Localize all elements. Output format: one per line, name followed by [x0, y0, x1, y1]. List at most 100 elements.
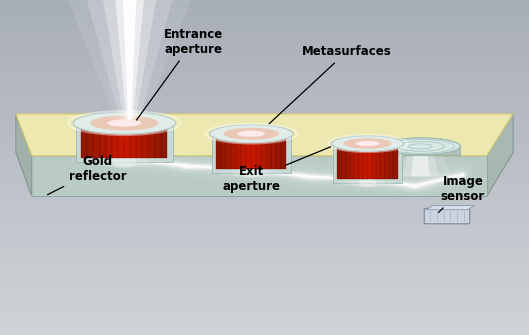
FancyBboxPatch shape: [124, 126, 131, 158]
Ellipse shape: [409, 186, 422, 189]
FancyBboxPatch shape: [354, 145, 359, 180]
FancyBboxPatch shape: [94, 126, 100, 158]
Polygon shape: [16, 114, 513, 156]
FancyBboxPatch shape: [236, 136, 242, 169]
FancyBboxPatch shape: [130, 126, 137, 158]
FancyBboxPatch shape: [256, 136, 261, 169]
FancyBboxPatch shape: [106, 126, 112, 158]
Ellipse shape: [413, 187, 418, 188]
Text: Gold
reflector: Gold reflector: [48, 155, 126, 195]
Polygon shape: [68, 0, 191, 120]
Ellipse shape: [220, 169, 283, 178]
FancyBboxPatch shape: [261, 136, 267, 169]
Polygon shape: [103, 0, 156, 120]
FancyBboxPatch shape: [226, 136, 232, 169]
Ellipse shape: [107, 119, 141, 127]
FancyBboxPatch shape: [266, 136, 271, 169]
FancyBboxPatch shape: [154, 126, 161, 158]
Ellipse shape: [384, 139, 457, 154]
Polygon shape: [487, 114, 513, 196]
Ellipse shape: [332, 136, 404, 151]
Ellipse shape: [209, 125, 293, 143]
FancyBboxPatch shape: [231, 136, 236, 169]
FancyBboxPatch shape: [372, 145, 377, 180]
FancyBboxPatch shape: [389, 145, 394, 180]
FancyBboxPatch shape: [346, 145, 351, 180]
FancyBboxPatch shape: [87, 126, 94, 158]
FancyBboxPatch shape: [149, 126, 155, 158]
FancyBboxPatch shape: [368, 145, 372, 180]
FancyBboxPatch shape: [251, 136, 257, 169]
Ellipse shape: [355, 141, 380, 146]
Ellipse shape: [381, 138, 460, 154]
Ellipse shape: [303, 177, 316, 180]
Ellipse shape: [389, 140, 452, 153]
FancyBboxPatch shape: [350, 145, 355, 180]
FancyBboxPatch shape: [136, 126, 143, 158]
FancyBboxPatch shape: [161, 126, 168, 158]
FancyBboxPatch shape: [81, 126, 88, 158]
FancyBboxPatch shape: [363, 145, 368, 180]
FancyBboxPatch shape: [112, 126, 118, 158]
Ellipse shape: [359, 179, 376, 187]
Ellipse shape: [85, 156, 163, 168]
Polygon shape: [16, 114, 32, 196]
Text: Image
sensor: Image sensor: [439, 175, 485, 212]
Ellipse shape: [169, 163, 206, 172]
Polygon shape: [123, 0, 136, 120]
Polygon shape: [389, 146, 452, 177]
Ellipse shape: [90, 116, 158, 130]
FancyBboxPatch shape: [118, 126, 125, 158]
Polygon shape: [426, 206, 474, 210]
Ellipse shape: [241, 169, 261, 178]
Ellipse shape: [404, 185, 427, 190]
Ellipse shape: [73, 112, 176, 134]
FancyBboxPatch shape: [246, 136, 252, 169]
Polygon shape: [16, 152, 513, 196]
FancyBboxPatch shape: [276, 136, 281, 169]
FancyBboxPatch shape: [221, 136, 226, 169]
Ellipse shape: [291, 174, 328, 182]
Ellipse shape: [112, 156, 136, 168]
FancyBboxPatch shape: [424, 208, 470, 224]
Ellipse shape: [176, 165, 200, 170]
Polygon shape: [212, 134, 291, 173]
Ellipse shape: [231, 169, 271, 178]
Polygon shape: [76, 123, 173, 162]
Polygon shape: [333, 143, 402, 183]
Ellipse shape: [223, 128, 279, 140]
FancyBboxPatch shape: [216, 136, 222, 169]
FancyBboxPatch shape: [359, 145, 363, 180]
Polygon shape: [115, 0, 144, 120]
FancyBboxPatch shape: [241, 136, 247, 169]
FancyBboxPatch shape: [142, 126, 149, 158]
Text: Metasurfaces: Metasurfaces: [269, 46, 391, 124]
Ellipse shape: [340, 179, 395, 187]
Polygon shape: [411, 146, 430, 177]
Ellipse shape: [100, 156, 149, 168]
Ellipse shape: [307, 178, 312, 179]
FancyBboxPatch shape: [271, 136, 277, 169]
Polygon shape: [32, 156, 487, 196]
FancyBboxPatch shape: [394, 145, 398, 180]
FancyBboxPatch shape: [99, 126, 106, 158]
FancyBboxPatch shape: [385, 145, 389, 180]
Polygon shape: [402, 146, 439, 177]
FancyBboxPatch shape: [337, 145, 342, 180]
Polygon shape: [32, 156, 487, 196]
FancyBboxPatch shape: [342, 145, 346, 180]
FancyBboxPatch shape: [380, 145, 385, 180]
Text: Exit
aperture: Exit aperture: [222, 147, 331, 193]
Ellipse shape: [344, 138, 391, 149]
Ellipse shape: [181, 166, 195, 169]
Text: Entrance
aperture: Entrance aperture: [136, 28, 223, 120]
Polygon shape: [87, 0, 172, 120]
Ellipse shape: [397, 183, 434, 192]
Polygon shape: [381, 146, 460, 155]
FancyBboxPatch shape: [281, 136, 287, 169]
FancyBboxPatch shape: [376, 145, 381, 180]
Ellipse shape: [185, 167, 190, 168]
Ellipse shape: [238, 131, 265, 137]
Ellipse shape: [381, 138, 460, 154]
Ellipse shape: [350, 179, 385, 187]
